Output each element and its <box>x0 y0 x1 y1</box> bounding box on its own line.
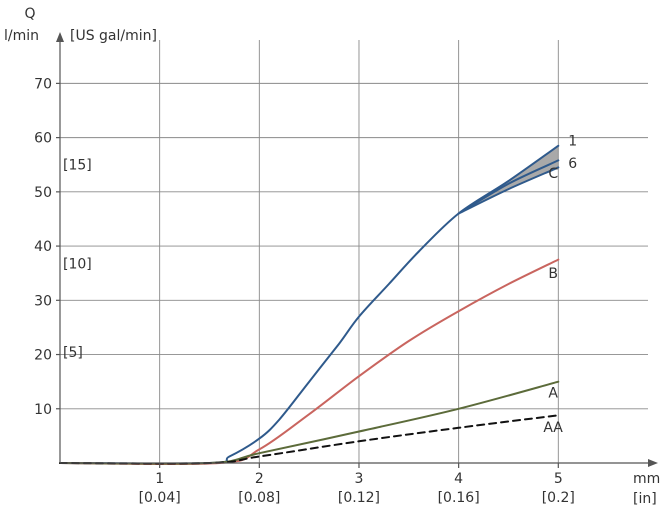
series-label: B <box>548 266 558 282</box>
x-tick-label: 1 <box>155 471 164 487</box>
series-label: A <box>548 386 558 402</box>
series-line-C <box>457 166 560 215</box>
x-tick-label-imperial: [0.04] <box>139 490 181 506</box>
x-tick-label-imperial: [0.12] <box>338 490 380 506</box>
x-tick-label-imperial: [0.08] <box>238 490 280 506</box>
tick-labels: 1 [0.04] 2 [0.08] 3 [0.12] 4 [0.16] 5 [0.2] 10 20 30… <box>34 76 575 506</box>
series-label: C <box>548 166 558 182</box>
series-line-6 <box>457 159 560 215</box>
y-tick-label: 50 <box>34 185 52 201</box>
x-axis-unit-imperial: [in] <box>633 491 657 507</box>
x-tick-label: 5 <box>554 471 563 487</box>
y-tick-label-imperial: [10] <box>63 256 92 272</box>
x-axis-unit-metric: mm <box>633 471 660 487</box>
x-tick-label-imperial: [0.2] <box>542 490 575 506</box>
y-tick-label: 10 <box>34 402 52 418</box>
series-label: 6 <box>568 156 577 172</box>
y-tick-label: 20 <box>34 348 52 364</box>
series-line-B <box>59 258 560 466</box>
y-axis-unit-imperial: [US gal/min] <box>70 28 157 44</box>
series-label: 1 <box>568 133 577 149</box>
series-line-A <box>59 380 560 465</box>
series-line-AA <box>59 414 560 465</box>
y-tick-label-imperial: [5] <box>63 345 83 361</box>
y-tick-label-imperial: [15] <box>63 158 92 174</box>
series-line-1 <box>59 144 560 465</box>
series-lines <box>59 144 560 466</box>
y-tick-label: 60 <box>34 131 52 147</box>
y-tick-label: 30 <box>34 293 52 309</box>
series-label: AA <box>543 420 563 436</box>
axes <box>56 32 658 467</box>
y-axis-arrow <box>56 32 64 42</box>
x-tick-label: 4 <box>454 471 463 487</box>
x-tick-label: 3 <box>355 471 364 487</box>
y-axis-unit-metric: l/min <box>4 28 39 44</box>
y-axis-symbol: Q <box>24 6 35 22</box>
x-axis-arrow <box>648 459 658 467</box>
grid <box>60 40 648 463</box>
x-tick-label-imperial: [0.16] <box>438 490 480 506</box>
y-tick-label: 70 <box>34 76 52 92</box>
x-tick-label: 2 <box>255 471 264 487</box>
y-tick-label: 40 <box>34 239 52 255</box>
